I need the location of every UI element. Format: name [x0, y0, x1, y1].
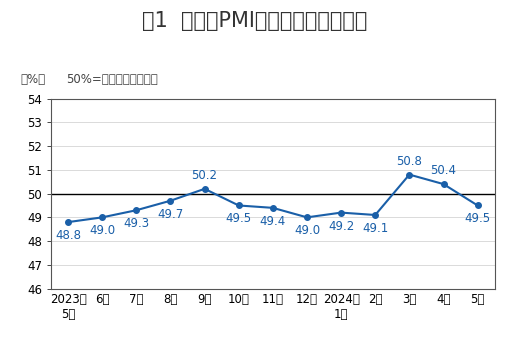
Text: 图1  制造业PMI指数（经季节调整）: 图1 制造业PMI指数（经季节调整）	[142, 11, 367, 31]
Text: 49.2: 49.2	[327, 220, 354, 233]
Text: 49.4: 49.4	[259, 215, 286, 228]
Text: 50.4: 50.4	[430, 164, 456, 177]
Text: 50.8: 50.8	[395, 155, 421, 168]
Text: 49.5: 49.5	[225, 212, 251, 225]
Text: 49.0: 49.0	[293, 224, 320, 237]
Text: 49.5: 49.5	[464, 212, 490, 225]
Text: 49.0: 49.0	[89, 224, 115, 237]
Text: 50.2: 50.2	[191, 169, 217, 182]
Text: 49.3: 49.3	[123, 217, 149, 230]
Text: 50%=与上月比较无变化: 50%=与上月比较无变化	[66, 73, 158, 86]
Text: 48.8: 48.8	[55, 229, 81, 242]
Text: 49.7: 49.7	[157, 208, 183, 221]
Text: （%）: （%）	[20, 73, 45, 86]
Text: 49.1: 49.1	[361, 222, 388, 235]
